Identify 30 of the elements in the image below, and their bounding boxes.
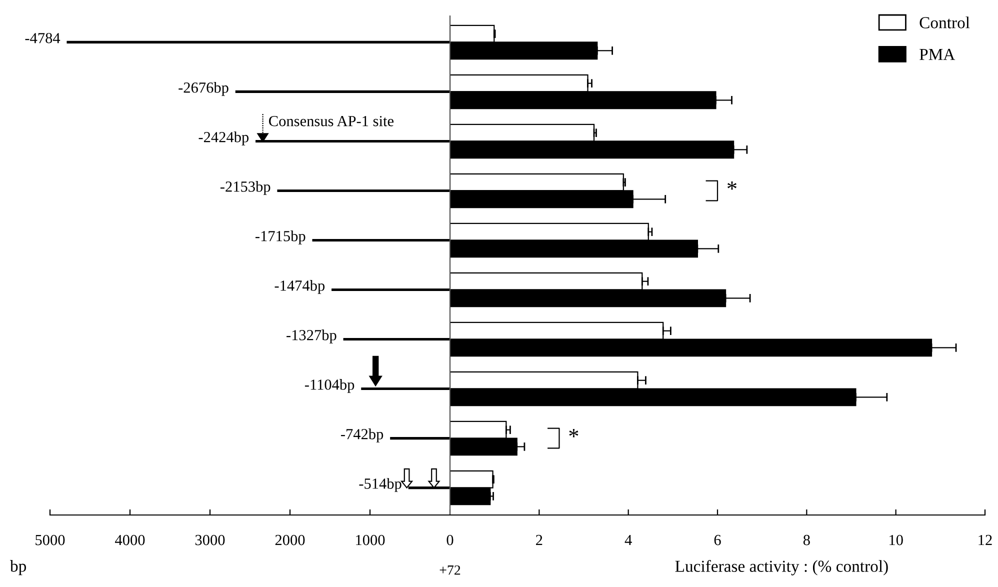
data-label: -1474bp [274,280,325,294]
data-label: -4784 [25,32,60,44]
x-tick-label: 4 [624,534,632,546]
data-label: -742bp [340,428,384,442]
data-label: -2676bp [178,82,228,96]
x-tick-label: 4000 [115,534,145,546]
x-tick-label: 8 [803,534,810,546]
annotation: * [569,429,578,438]
x-tick-label: 12 [978,534,992,546]
x-tick-label: 10 [890,534,903,546]
legend-label: Control [920,16,970,28]
data-label: -1327bp [286,330,336,344]
annotation: * [728,182,736,190]
x-axis-title: bp [10,560,26,576]
x-tick-label: 2000 [275,534,305,546]
text: +72 [440,565,460,575]
legend-label: PMA [920,48,956,60]
data-label: -2153bp [220,181,270,195]
x-tick-label: 0 [446,534,454,546]
annotation: Consensus AP-1 site [269,116,394,126]
x-tick-label: 2 [536,534,542,546]
x-tick-label: 5000 [36,534,65,546]
data-label: -514bp [359,478,402,492]
x-tick-label: 1000 [356,534,385,546]
x-tick-label: 6 [714,534,721,546]
x-tick-label: 3000 [195,534,225,546]
x-axis-title: Luciferase activity : (% control) [675,560,888,576]
data-label: -1104bp [304,379,354,393]
data-label: -1715bp [256,230,306,244]
data-label: -2424bp [198,132,249,146]
